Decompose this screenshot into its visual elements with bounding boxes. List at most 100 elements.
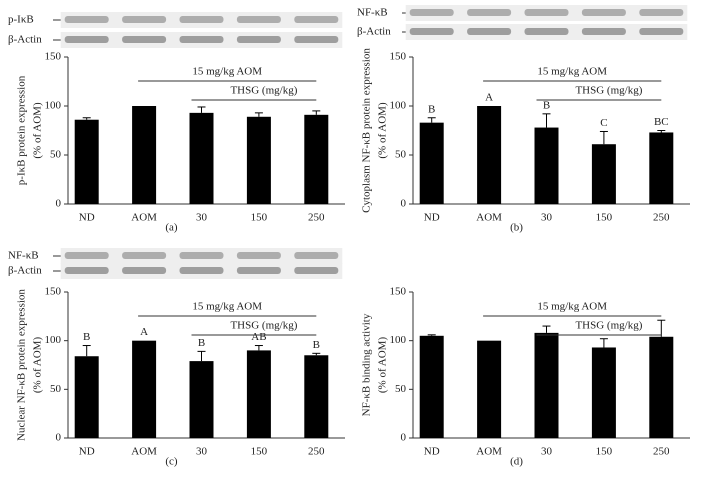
bar — [649, 336, 674, 438]
blot-band — [236, 252, 281, 259]
y-axis-label: NF-κB binding activity — [361, 313, 373, 416]
x-tick-label: 250 — [653, 446, 670, 458]
y-tick-label: 50 — [395, 149, 407, 161]
blot-band — [467, 28, 512, 35]
y-tick-label: 100 — [390, 100, 407, 112]
blot-band — [639, 9, 684, 16]
x-tick-label: 150 — [251, 212, 268, 224]
y-axis-label: p-IκB protein expression — [16, 75, 28, 185]
caption: (d) — [510, 456, 523, 468]
blot-band — [294, 36, 339, 43]
blot-label: β-Actin — [8, 34, 42, 46]
bar — [246, 116, 271, 204]
bar — [132, 340, 157, 438]
blot-band — [581, 28, 626, 35]
annotation: THSG (mg/kg) — [230, 85, 297, 97]
y-axis-label: Nuclear NF-κB protein expression — [16, 289, 28, 441]
blot-band — [122, 16, 167, 23]
bar — [534, 127, 559, 204]
significance-letter: B — [83, 331, 90, 343]
significance-letter: A — [485, 92, 493, 104]
x-tick-label: ND — [79, 446, 95, 458]
blot-band — [179, 36, 224, 43]
x-tick-label: AOM — [131, 446, 157, 458]
annotation: THSG (mg/kg) — [575, 320, 642, 332]
bar — [477, 340, 502, 438]
bar — [304, 355, 329, 438]
blot-band — [122, 252, 167, 259]
y-axis-label: (% of AOM) — [32, 337, 44, 394]
blot-band — [236, 36, 281, 43]
blot-band — [524, 9, 569, 16]
blot-band — [294, 252, 339, 259]
annotation: THSG (mg/kg) — [230, 320, 297, 332]
x-tick-label: 150 — [596, 446, 613, 458]
blot-band — [467, 9, 512, 16]
bar — [132, 106, 157, 204]
x-tick-label: ND — [424, 446, 440, 458]
blot-band — [64, 36, 109, 43]
bar — [189, 361, 214, 438]
annotation: 15 mg/kg AOM — [192, 66, 262, 78]
bar — [649, 132, 674, 204]
blot-band — [179, 16, 224, 23]
blot-band — [122, 267, 167, 274]
x-tick-label: 250 — [308, 446, 325, 458]
x-tick-label: AOM — [476, 446, 502, 458]
annotation: 15 mg/kg AOM — [537, 301, 607, 313]
significance-letter: C — [600, 117, 607, 129]
blot-band — [236, 16, 281, 23]
x-tick-label: 30 — [196, 212, 208, 224]
caption: (a) — [165, 222, 178, 234]
bar — [419, 335, 444, 438]
bar — [189, 112, 214, 204]
blot-label: NF-κB — [357, 7, 388, 19]
blot-band — [64, 16, 109, 23]
x-tick-label: 30 — [541, 446, 553, 458]
y-axis-label: (% of AOM) — [32, 102, 44, 159]
y-tick-label: 100 — [45, 334, 62, 346]
significance-letter: AB — [251, 331, 266, 343]
significance-letter: A — [140, 326, 148, 338]
blot-band — [524, 28, 569, 35]
y-tick-label: 50 — [50, 383, 62, 395]
y-tick-label: 150 — [45, 51, 62, 63]
y-axis-label: (% of AOM) — [377, 102, 389, 159]
y-tick-label: 100 — [45, 100, 62, 112]
bar — [591, 144, 616, 204]
blot-band — [409, 9, 454, 16]
blot-label: β-Actin — [8, 265, 42, 277]
y-tick-label: 50 — [395, 383, 407, 395]
bar — [534, 332, 559, 438]
y-axis-label: Cytoplasm NF-κB protein expression — [361, 48, 373, 213]
blot-band — [64, 252, 109, 259]
caption: (b) — [510, 222, 523, 234]
blot-band — [236, 267, 281, 274]
blot-band — [64, 267, 109, 274]
significance-letter: B — [428, 103, 435, 115]
y-tick-label: 0 — [56, 432, 62, 444]
x-tick-label: 30 — [541, 212, 553, 224]
y-tick-label: 150 — [45, 286, 62, 298]
bar — [304, 114, 329, 204]
y-tick-label: 150 — [390, 51, 407, 63]
y-tick-label: 0 — [56, 198, 62, 210]
blot-band — [581, 9, 626, 16]
significance-letter: B — [543, 99, 550, 111]
significance-letter: BC — [654, 116, 669, 128]
bar — [419, 122, 444, 204]
blot-label: β-Actin — [357, 26, 391, 38]
bar — [591, 347, 616, 438]
y-tick-label: 0 — [401, 198, 407, 210]
annotation: THSG (mg/kg) — [575, 85, 642, 97]
x-tick-label: 250 — [653, 212, 670, 224]
blot-band — [179, 252, 224, 259]
blot-label: NF-κB — [8, 250, 39, 262]
x-tick-label: AOM — [476, 212, 502, 224]
bar — [74, 119, 99, 204]
x-tick-label: ND — [79, 212, 95, 224]
bar — [74, 356, 99, 438]
blot-label: p-IκB — [8, 14, 34, 26]
blot-band — [122, 36, 167, 43]
blot-band — [179, 267, 224, 274]
